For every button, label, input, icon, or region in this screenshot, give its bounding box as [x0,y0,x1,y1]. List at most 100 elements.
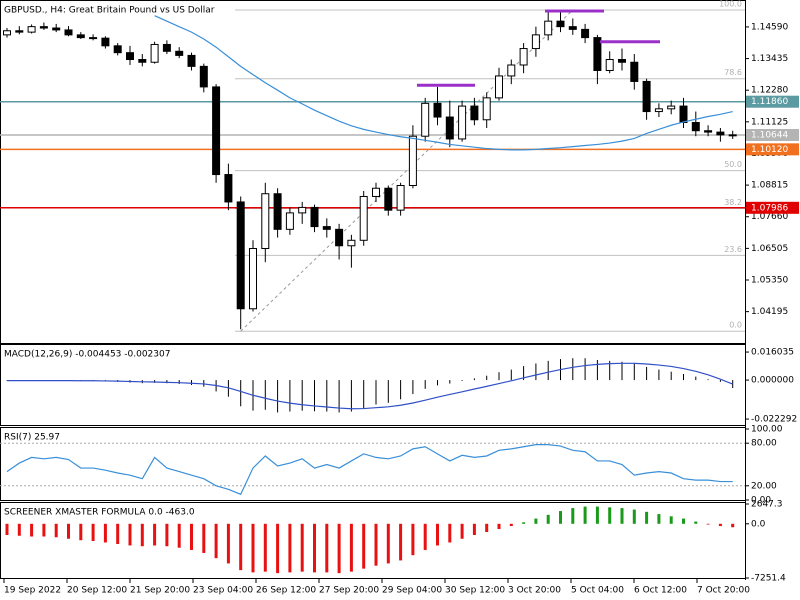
candle-body [52,27,61,31]
y-tick-label: 100.00 [751,425,783,435]
y-tick-label: 1.05350 [751,276,788,286]
fib-label: 78.6 [724,68,742,77]
candle-body [15,30,24,33]
candle-body [212,86,221,176]
x-tick-label: 30 Sep 12:00 [445,586,505,596]
candle-body [224,174,233,203]
moving-average [154,15,733,151]
candle-body [519,48,528,66]
panel-title: GBPUSD., H4: Great Britain Pound vs US D… [4,6,215,16]
y-tick-label: 1.04195 [751,307,788,317]
candle-body [347,239,356,247]
x-tick-label: 6 Oct 12:00 [634,586,687,596]
fib-label: 0.0 [729,321,742,330]
candle-body [384,187,393,211]
x-tick-label: 21 Sep 20:00 [130,586,190,596]
x-tick-label: 26 Sep 12:00 [256,586,316,596]
x-tick-label: 29 Sep 04:00 [382,586,442,596]
candle-body [691,122,700,132]
price-level-box [746,201,799,214]
y-tick-label: 0.0 [751,519,766,529]
x-tick-label: 19 Sep 2022 [4,586,61,596]
x-tick-label: 3 Oct 20:00 [508,586,561,596]
candle-body [64,29,73,36]
candle-body [531,34,540,50]
y-tick-label: 0.000000 [751,376,794,386]
candle-body [335,228,344,247]
candle-body [507,64,516,77]
candle-body [482,97,491,121]
fib-trend [240,9,574,332]
candle-body [581,28,590,39]
candle-body [470,105,479,121]
macd-signal [7,362,733,410]
candle-body [101,37,110,47]
candle-body [408,135,417,187]
candle-body [556,20,565,28]
y-tick-label: -7251.4 [751,574,786,584]
y-tick-label: 20.00 [751,481,777,491]
candle-body [654,108,663,113]
panel-title: RSI(7) 25.97 [4,433,60,443]
x-tick-label: 20 Sep 12:00 [67,586,127,596]
candle-body [704,130,713,133]
candle-body [618,59,626,63]
price-level-label: 1.07986 [751,203,788,213]
candle-body [667,105,676,110]
y-tick-label: 1.14590 [751,22,788,32]
candle-body [236,201,245,310]
candle-body [138,59,147,63]
candle-body [113,45,122,54]
fib-label: 50.0 [724,160,742,169]
candle-body [162,43,171,52]
candle-body [273,193,282,230]
fib-label: 100.0 [719,0,742,8]
y-tick-label: 1.08815 [751,181,788,191]
candle-body [359,195,368,241]
y-tick-label: -0.022292 [751,415,797,425]
candle-body [285,212,294,230]
panel-title: SCREENER XMASTER FORMULA 0.0 -463.0 [4,508,195,518]
candle-body [298,206,307,214]
candle-body [150,43,159,63]
y-tick-label: 1.07660 [751,212,788,222]
x-tick-label: 27 Sep 20:00 [319,586,379,596]
rsi-line [6,444,733,496]
price-level-box [746,129,799,142]
y-tick-label: 1.11125 [751,117,788,127]
fib-label: 38.2 [724,198,742,207]
price-level-label: 1.10120 [751,145,788,155]
y-tick-label: 0.016035 [751,348,794,358]
candle-body [249,248,257,310]
candle-body [642,80,651,113]
candle-body [261,193,270,250]
fib-label: 23.6 [724,245,742,254]
candle-body [3,30,11,36]
price-level-label: 1.10644 [751,131,788,141]
candle-body [568,26,577,30]
candle-body [630,61,639,82]
x-tick-label: 5 Oct 04:00 [571,586,624,596]
y-tick-label: 0.00 [751,496,771,506]
candle-body [728,134,737,137]
x-tick-label: 7 Oct 20:00 [697,586,750,596]
panel-frame [0,427,746,501]
x-tick-label: 23 Sep 04:00 [193,586,253,596]
y-tick-label: 1.06505 [751,244,788,254]
candle-body [716,131,725,136]
panel-title: MACD(12,26,9) -0.004453 -0.002307 [4,350,170,360]
candle-body [76,34,85,39]
candle-body [126,52,134,61]
y-tick-label: 1.13435 [751,54,788,64]
candle-body [175,50,184,56]
candle-body [27,26,36,33]
price-level-box [746,95,799,108]
panel-frame [0,0,746,344]
candle-body [605,59,614,71]
title-bg [2,3,217,15]
candle-body [89,37,98,40]
candle-body [187,54,196,67]
y-tick-label: 2647.3 [751,500,783,510]
candle-body [199,65,208,88]
